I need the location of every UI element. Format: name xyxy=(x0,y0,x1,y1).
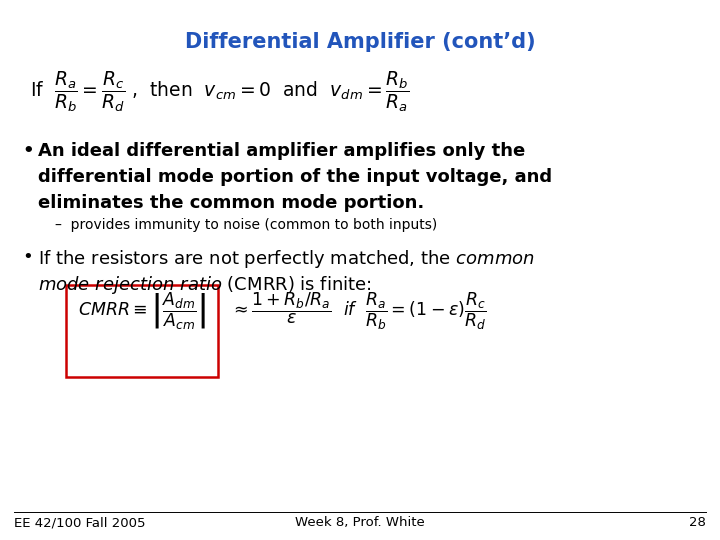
Text: Differential Amplifier (cont’d): Differential Amplifier (cont’d) xyxy=(185,32,535,52)
Text: 28: 28 xyxy=(689,516,706,529)
Text: •: • xyxy=(22,248,32,266)
Text: eliminates the common mode portion.: eliminates the common mode portion. xyxy=(38,194,424,212)
FancyBboxPatch shape xyxy=(66,285,218,377)
Text: $\approx \dfrac{1 + R_b / R_a}{\varepsilon}$  if  $\dfrac{R_a}{R_b} = (1-\vareps: $\approx \dfrac{1 + R_b / R_a}{\varepsil… xyxy=(230,291,487,333)
Text: An ideal differential amplifier amplifies only the: An ideal differential amplifier amplifie… xyxy=(38,142,526,160)
Text: $\mathbf{\mathit{mode\ rejection\ ratio}}$ (CMRR) is finite:: $\mathbf{\mathit{mode\ rejection\ ratio}… xyxy=(38,274,372,296)
Text: $CMRR \equiv \left|\dfrac{A_{dm}}{A_{cm}}\right|$: $CMRR \equiv \left|\dfrac{A_{dm}}{A_{cm}… xyxy=(78,291,207,333)
Text: Week 8, Prof. White: Week 8, Prof. White xyxy=(295,516,425,529)
Text: differential mode portion of the input voltage, and: differential mode portion of the input v… xyxy=(38,168,552,186)
Text: –  provides immunity to noise (common to both inputs): – provides immunity to noise (common to … xyxy=(55,218,437,232)
Text: EE 42/100 Fall 2005: EE 42/100 Fall 2005 xyxy=(14,516,145,529)
Text: If the resistors are not perfectly matched, the $\mathbf{\mathit{common}}$: If the resistors are not perfectly match… xyxy=(38,248,535,270)
Text: If  $\dfrac{R_a}{R_b} = \dfrac{R_c}{R_d}$ ,  then  $v_{cm} = 0$  and  $v_{dm} = : If $\dfrac{R_a}{R_b} = \dfrac{R_c}{R_d}$… xyxy=(30,70,410,114)
Text: •: • xyxy=(22,142,34,160)
